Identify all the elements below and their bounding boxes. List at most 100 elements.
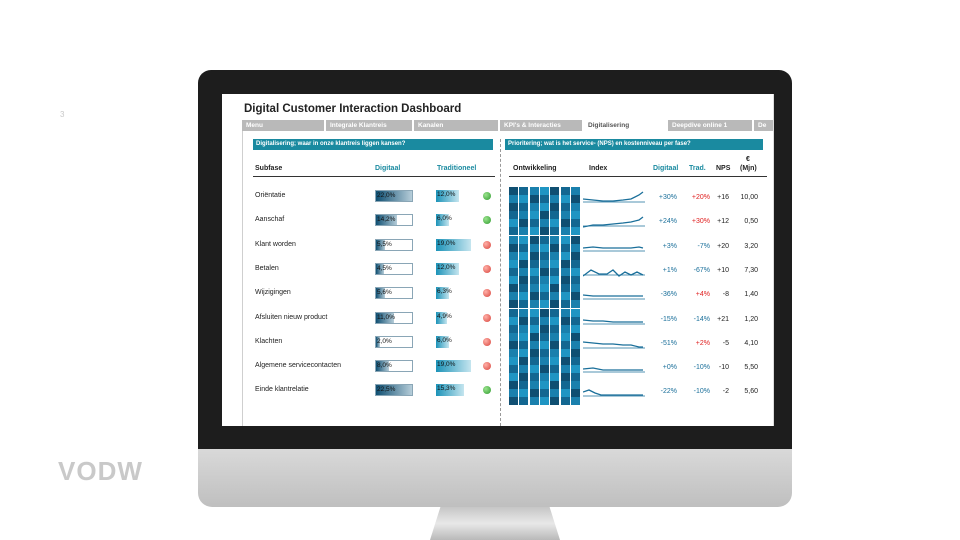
heatmap-column bbox=[570, 211, 580, 236]
heatmap-cell bbox=[519, 373, 529, 382]
heatmap-cell bbox=[570, 195, 580, 203]
subfase-label: Klant worden bbox=[255, 240, 296, 248]
digitaal-change: +30% bbox=[658, 194, 677, 201]
heatmap-cell bbox=[529, 324, 539, 333]
traditioneel-bar: 19,0% bbox=[436, 238, 472, 251]
heatmap-cell bbox=[570, 203, 580, 211]
monitor-chin bbox=[198, 449, 792, 507]
heatmap-column bbox=[560, 308, 570, 333]
heatmap-cell bbox=[519, 275, 529, 284]
heatmap-cell bbox=[539, 203, 549, 211]
heatmap-cell bbox=[560, 348, 570, 357]
heatmap-cell bbox=[509, 340, 518, 349]
heatmap-cell bbox=[550, 373, 560, 382]
heatmap-cell bbox=[550, 195, 560, 203]
heatmap-cell bbox=[509, 227, 518, 236]
digitaal-value: 8,0% bbox=[377, 362, 392, 370]
nps-value: +21 bbox=[717, 315, 729, 323]
col-nps: NPS bbox=[716, 165, 731, 172]
sparkline-path bbox=[583, 341, 643, 348]
heatmap-cell bbox=[519, 332, 529, 341]
trad-change: +4% bbox=[695, 291, 710, 299]
traditioneel-bar-fill bbox=[436, 384, 464, 397]
heatmap-cell bbox=[539, 187, 549, 195]
traditioneel-value: 6,0% bbox=[437, 336, 452, 344]
heatmap-cell bbox=[519, 340, 529, 349]
slide-number: 3 bbox=[60, 110, 65, 119]
traditioneel-bar: 6,0% bbox=[436, 214, 472, 227]
heatmap-cell bbox=[529, 397, 539, 406]
heatmap-cell bbox=[560, 219, 570, 228]
sparkline-path bbox=[583, 389, 643, 397]
digitaal-change: -15% bbox=[660, 315, 677, 323]
heatmap-cell bbox=[560, 316, 570, 325]
heatmap-column bbox=[570, 357, 580, 382]
digitaal-bar: 2,0% bbox=[375, 335, 413, 348]
tab-integrale-klantreis[interactable]: Integrale Klantreis bbox=[326, 120, 412, 131]
cost-value: 3,20 bbox=[744, 242, 758, 250]
tab-kanalen[interactable]: Kanalen bbox=[414, 120, 498, 131]
heatmap-column bbox=[529, 187, 539, 211]
digitaal-bar: 5,6% bbox=[375, 287, 413, 300]
status-indicator-red bbox=[483, 289, 491, 298]
cost-value: 4,10 bbox=[744, 339, 758, 347]
cost-value: 10,00 bbox=[740, 194, 758, 201]
header-rule-left bbox=[253, 176, 495, 177]
traditioneel-value: 19,0% bbox=[437, 239, 456, 247]
heatmap-cell bbox=[560, 187, 570, 195]
index-sparkline bbox=[583, 294, 645, 300]
heatmap-column bbox=[509, 357, 518, 382]
ontwikkeling-heatmap bbox=[509, 357, 583, 382]
heatmap-cell bbox=[550, 300, 560, 309]
heatmap-cell bbox=[560, 373, 570, 382]
heatmap-column bbox=[539, 357, 549, 382]
sparkline-path bbox=[583, 245, 644, 249]
heatmap-column bbox=[529, 332, 539, 357]
heatmap-cell bbox=[560, 259, 570, 268]
tab-more[interactable]: De bbox=[754, 120, 773, 131]
index-sparkline bbox=[583, 269, 645, 277]
heatmap-column bbox=[519, 381, 529, 406]
heatmap-cell bbox=[560, 324, 570, 333]
digitaal-bar-fill bbox=[376, 361, 389, 372]
digitaal-value: 22,5% bbox=[377, 386, 396, 394]
heatmap-cell bbox=[570, 292, 580, 301]
heatmap-cell bbox=[529, 292, 539, 301]
heatmap-cell bbox=[519, 284, 529, 293]
heatmap-cell bbox=[560, 203, 570, 211]
index-sparkline bbox=[583, 245, 645, 251]
heatmap-cell bbox=[550, 332, 560, 341]
nps-value: -10 bbox=[718, 364, 729, 372]
heatmap-cell bbox=[539, 300, 549, 309]
heatmap-cell bbox=[529, 316, 539, 325]
traditioneel-bar-fill bbox=[436, 360, 471, 373]
heatmap-column bbox=[539, 259, 549, 284]
tab-menu[interactable]: Menu bbox=[242, 120, 324, 131]
digitaal-bar: 11,0% bbox=[375, 311, 413, 324]
heatmap-cell bbox=[570, 316, 580, 325]
tab-kpis-interacties[interactable]: KPI's & Interacties bbox=[500, 120, 582, 131]
heatmap-cell bbox=[550, 292, 560, 301]
heatmap-cell bbox=[539, 243, 549, 252]
traditioneel-bar-fill bbox=[436, 262, 459, 275]
heatmap-cell bbox=[509, 348, 518, 357]
trad-change: -7% bbox=[697, 242, 710, 250]
traditioneel-bar: 19,0% bbox=[436, 360, 472, 373]
heatmap-cell bbox=[539, 259, 549, 268]
subfase-label: Algemene servicecontacten bbox=[255, 362, 341, 370]
heatmap-cell bbox=[539, 332, 549, 341]
trad-change: +2% bbox=[695, 339, 710, 347]
heatmap-cell bbox=[539, 308, 549, 317]
heatmap-cell bbox=[509, 259, 518, 268]
trad-change: -67% bbox=[693, 266, 710, 274]
subfase-label: Wijzigingen bbox=[255, 289, 291, 297]
heatmap-cell bbox=[560, 357, 570, 366]
tab-deepdive-online-1[interactable]: Deepdive online 1 bbox=[668, 120, 752, 131]
heatmap-cell bbox=[560, 292, 570, 301]
heatmap-cell bbox=[550, 219, 560, 228]
tab-digitalisering[interactable]: Digitalisering bbox=[584, 120, 666, 131]
status-indicator-red bbox=[483, 240, 491, 249]
status-indicator-red bbox=[483, 337, 491, 346]
heatmap-cell bbox=[560, 227, 570, 236]
ontwikkeling-heatmap bbox=[509, 308, 583, 333]
